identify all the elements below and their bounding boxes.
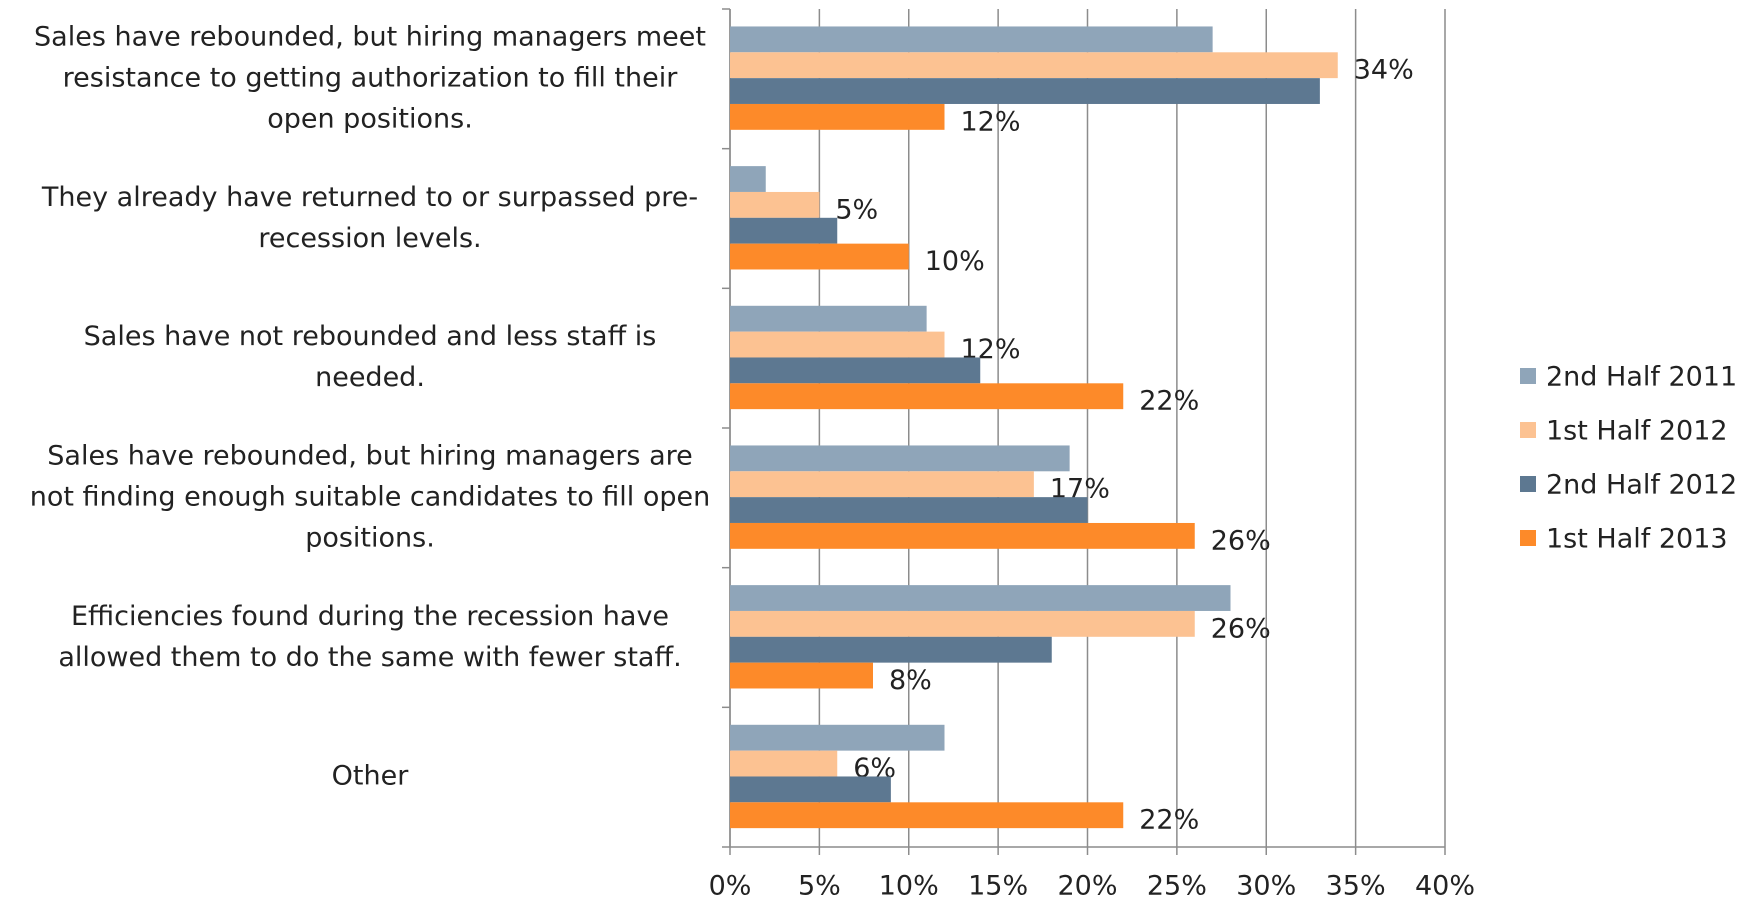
bar <box>730 383 1124 410</box>
legend-swatch <box>1520 530 1536 546</box>
bar <box>730 497 1088 523</box>
bar <box>730 78 1320 104</box>
category-label: Sales have not rebounded and less staff … <box>83 321 657 394</box>
bar <box>730 471 1034 498</box>
bar <box>730 26 1213 53</box>
category-label: Sales have rebounded, but hiring manager… <box>29 440 711 554</box>
bar <box>730 103 945 130</box>
bar <box>730 776 891 803</box>
category-label: Other <box>331 760 409 792</box>
x-tick-label: 40% <box>1415 871 1475 902</box>
legend-swatch <box>1520 422 1536 438</box>
x-tick-label: 35% <box>1326 871 1386 902</box>
x-tick-label: 25% <box>1147 871 1207 902</box>
legend-label: 1st Half 2013 <box>1546 524 1728 555</box>
bar <box>730 52 1338 79</box>
legend-label: 2nd Half 2012 <box>1546 470 1737 501</box>
bar <box>730 331 945 358</box>
data-label: 8% <box>889 665 932 696</box>
data-label: 26% <box>1211 525 1271 556</box>
bar <box>730 724 945 751</box>
x-tick-label: 15% <box>968 871 1028 902</box>
data-label: 22% <box>1139 805 1199 836</box>
x-tick-label: 20% <box>1057 871 1117 902</box>
bar <box>730 585 1231 611</box>
bar <box>730 636 1052 663</box>
data-label: 22% <box>1139 386 1199 417</box>
bar <box>730 191 820 218</box>
x-tick-label: 30% <box>1236 871 1296 902</box>
bar <box>730 445 1070 472</box>
x-tick-label: 10% <box>879 871 939 902</box>
bar <box>730 750 838 777</box>
data-label: 10% <box>925 246 985 277</box>
bar <box>730 802 1124 829</box>
bar <box>730 662 873 689</box>
bar <box>730 305 927 332</box>
data-label: 34% <box>1354 55 1414 86</box>
bar <box>730 357 981 384</box>
x-tick-label: 5% <box>798 871 841 902</box>
legend-label: 2nd Half 2011 <box>1546 362 1737 393</box>
data-label: 26% <box>1211 613 1271 644</box>
bar <box>730 166 766 192</box>
data-label: 5% <box>835 194 878 225</box>
bar <box>730 217 838 244</box>
category-label: They already have returned to or surpass… <box>41 181 699 254</box>
legend-swatch <box>1520 368 1536 384</box>
bar <box>730 243 909 270</box>
legend-swatch <box>1520 476 1536 492</box>
x-tick-label: 0% <box>709 871 752 902</box>
category-label: Sales have rebounded, but hiring manager… <box>34 21 706 135</box>
bar <box>730 522 1195 549</box>
legend-label: 1st Half 2012 <box>1546 416 1728 447</box>
category-label: Efficiencies found during the recession … <box>58 600 682 673</box>
data-label: 12% <box>961 106 1021 137</box>
bar <box>730 610 1195 637</box>
